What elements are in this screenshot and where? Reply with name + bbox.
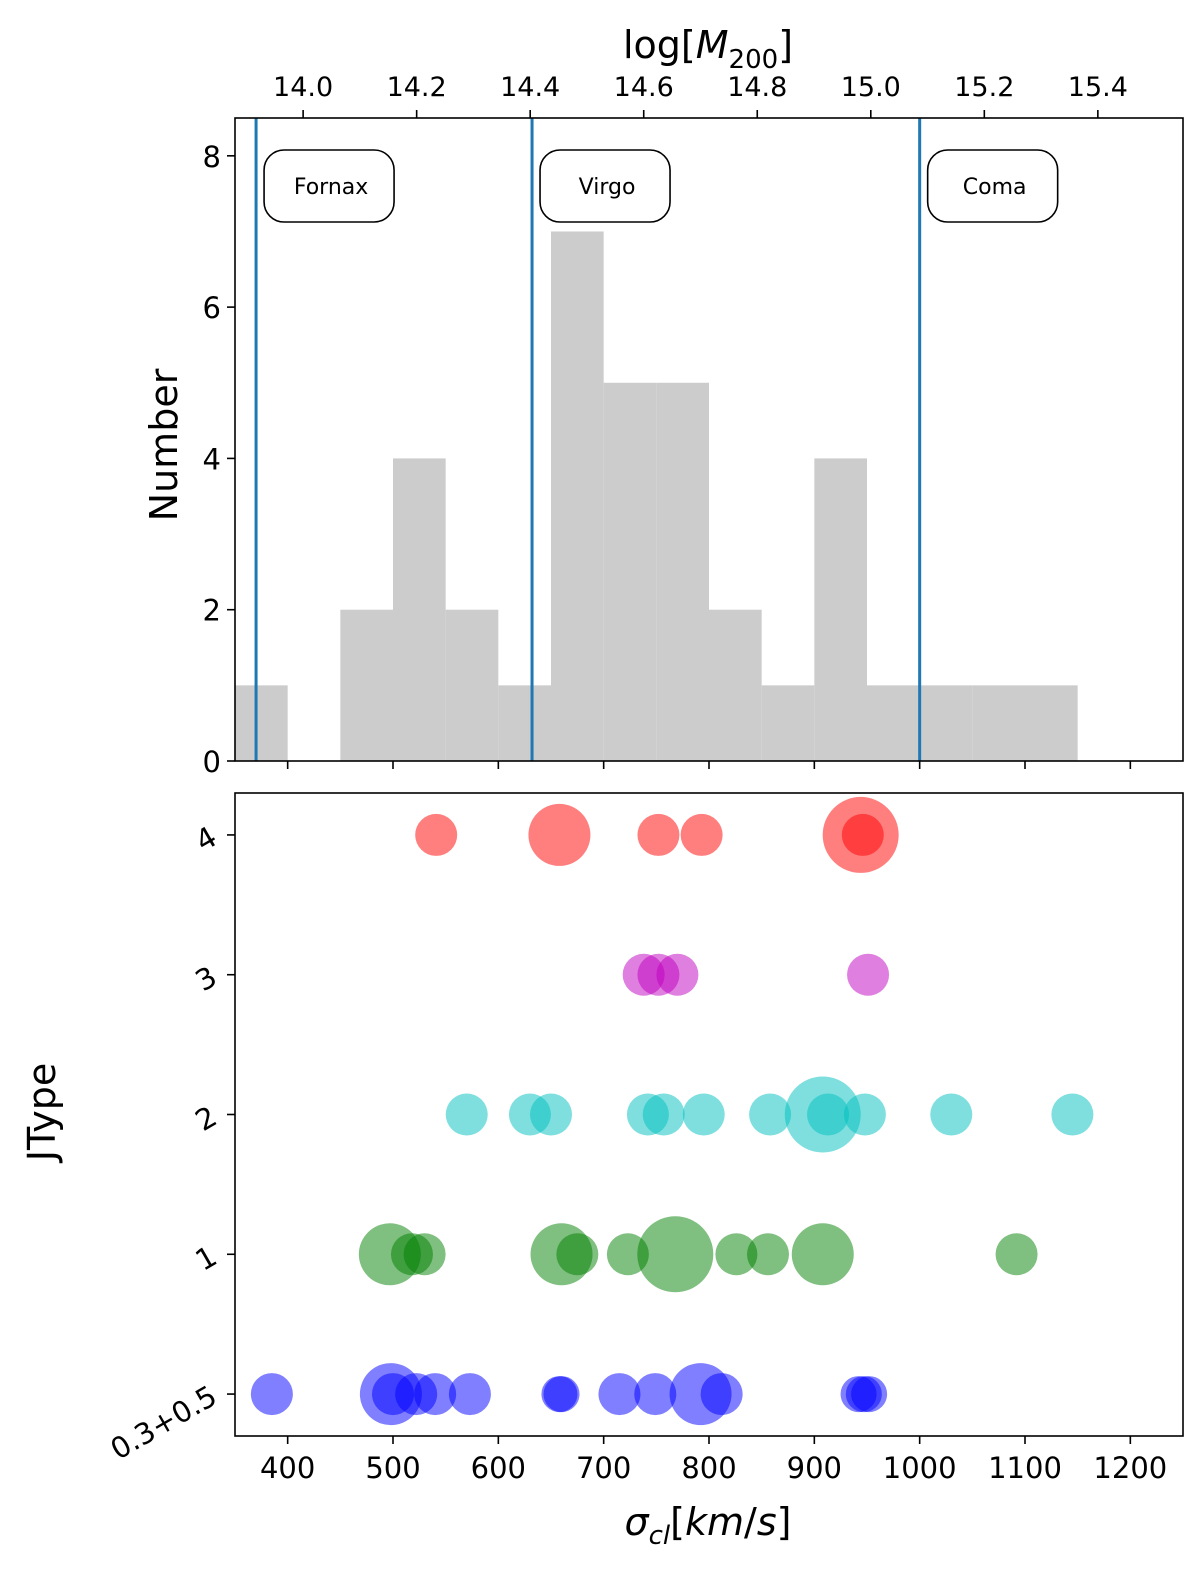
reference-lines [254, 118, 922, 761]
histogram-y-tick-label: 2 [203, 594, 221, 628]
scatter-point-jtype-2 [682, 1093, 725, 1136]
scatter-point-jtype-2 [642, 1093, 685, 1136]
scatter-point-jtype-0-3-0-5 [414, 1373, 457, 1416]
mass-axis-tick-label: 14.8 [727, 72, 787, 103]
histogram-bar [972, 685, 1025, 761]
scatter-point-jtype-1 [637, 1216, 714, 1293]
scatter-point-jtype-1 [403, 1233, 446, 1276]
histogram-bar [656, 382, 709, 761]
histogram-bar [1025, 685, 1078, 761]
histogram-bar [761, 685, 815, 761]
scatter-point-jtype-1 [791, 1223, 854, 1286]
histogram-x-ticks [286, 761, 1132, 769]
scatter-x-tick-label: 500 [365, 1451, 420, 1485]
scatter-point-jtype-1 [606, 1233, 649, 1276]
scatter-point-jtype-4 [415, 813, 458, 856]
scatter-x-tick-label: 700 [576, 1451, 631, 1485]
mass-axis-tick-label: 14.4 [500, 72, 560, 103]
scatter-x-tick-label: 600 [471, 1451, 526, 1485]
scatter-point-jtype-4 [841, 813, 884, 856]
annotation-box-virgo [539, 149, 671, 223]
scatter-point-jtype-0-3-0-5 [598, 1373, 641, 1416]
mass-axis-tick-label: 15.4 [1068, 72, 1128, 103]
mass-axis-tick-label: 14.0 [273, 72, 333, 103]
mass-axis-tick-label: 15.0 [841, 72, 901, 103]
scatter-point-jtype-1 [746, 1233, 789, 1276]
scatter-point-jtype-0-3-0-5 [700, 1373, 743, 1416]
scatter-point-jtype-2 [843, 1093, 886, 1136]
scatter-point-jtype-1 [556, 1233, 599, 1276]
histogram-bar [551, 231, 604, 761]
scatter-point-jtype-0-3-0-5 [634, 1373, 677, 1416]
scatter-y-axis-title: JType [20, 1063, 64, 1164]
annotation-box-fornax [263, 149, 395, 223]
scatter-point-jtype-1 [995, 1233, 1038, 1276]
histogram-y-tick-label: 4 [203, 442, 221, 476]
histogram-bar [235, 685, 288, 761]
mass-axis-tick-label: 14.6 [614, 72, 674, 103]
histogram-bar [919, 685, 973, 761]
scatter-panel: 400 500 600 700 800 900 1000 1100 1200 0.3+0.512… [20, 792, 1184, 1551]
scatter-points [250, 796, 1094, 1426]
scatter-point-jtype-2 [749, 1093, 792, 1136]
histogram-bar [603, 382, 657, 761]
histogram-y-tick-label: 6 [203, 291, 221, 325]
histogram-y-tick-label: 8 [203, 140, 221, 174]
annotation-label-fornax: Fornax [294, 175, 368, 200]
scatter-point-jtype-0-3-0-5 [448, 1373, 491, 1416]
scatter-point-jtype-0-3-0-5 [851, 1376, 888, 1413]
scatter-point-jtype-4 [637, 813, 680, 856]
histogram-bar [340, 609, 393, 761]
scatter-x-tick-label: 1200 [1093, 1451, 1167, 1485]
histogram-bar [393, 458, 446, 761]
histogram-bar [709, 609, 762, 761]
scatter-point-jtype-4 [680, 813, 723, 856]
scatter-point-jtype-4 [528, 803, 591, 866]
histogram-bars [235, 231, 1078, 761]
scatter-point-jtype-2 [807, 1093, 850, 1136]
scatter-point-jtype-2 [1051, 1093, 1094, 1136]
histogram-y-ticks: 0 2 4 6 8 [203, 140, 235, 779]
scatter-x-tick-label: 400 [260, 1451, 315, 1485]
histogram-bar [445, 609, 499, 761]
scatter-point-jtype-2 [930, 1093, 973, 1136]
scatter-x-tick-label: 900 [787, 1451, 842, 1485]
histogram-y-tick-label: 0 [203, 745, 221, 779]
annotation-label-coma: Coma [963, 175, 1027, 200]
annotation-box-coma [926, 149, 1059, 223]
mass-axis-ticks: 14.0 14.2 14.4 14.6 14.8 15.0 15.2 15.4 [273, 72, 1128, 118]
scatter-x-ticks: 400 500 600 700 800 900 1000 1100 1200 [260, 1436, 1167, 1485]
cluster-annotations: Fornax Virgo Coma [263, 149, 1059, 223]
mass-axis-tick-label: 15.2 [954, 72, 1014, 103]
scatter-point-jtype-1 [715, 1233, 758, 1276]
mass-axis-tick-label: 14.2 [387, 72, 447, 103]
scatter-point-jtype-3 [847, 953, 890, 996]
annotation-label-virgo: Virgo [579, 175, 636, 200]
histogram-bar [498, 685, 551, 761]
histogram-bar [867, 685, 920, 761]
histogram-y-axis-title: Number [142, 368, 186, 521]
scatter-x-tick-label: 1000 [883, 1451, 957, 1485]
scatter-x-tick-label: 1100 [988, 1451, 1062, 1485]
scatter-x-tick-label: 800 [681, 1451, 736, 1485]
scatter-point-jtype-0-3-0-5 [543, 1376, 580, 1413]
scatter-point-jtype-3 [656, 953, 699, 996]
histogram-bar [814, 458, 867, 761]
scatter-point-jtype-2 [445, 1093, 488, 1136]
scatter-point-jtype-0-3-0-5 [250, 1373, 293, 1416]
scatter-point-jtype-2 [530, 1093, 572, 1136]
